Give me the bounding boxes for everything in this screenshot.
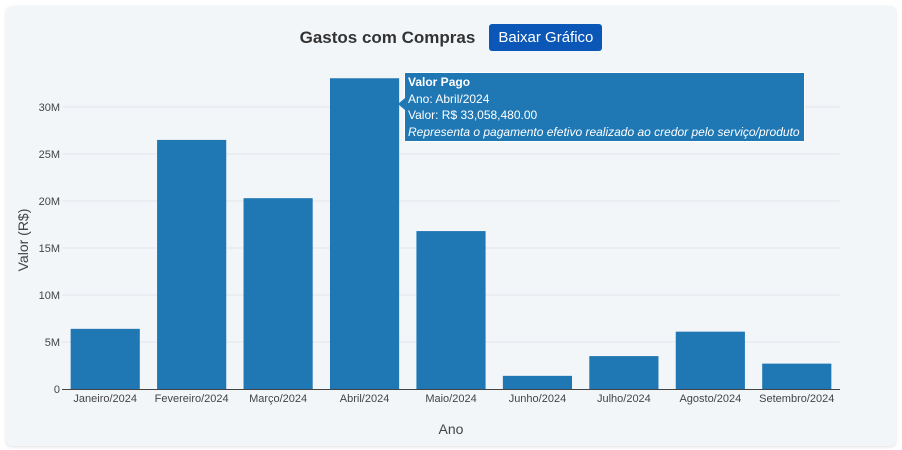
tooltip-year: Ano: Abril/2024	[408, 91, 490, 106]
x-axis-title: Ano	[439, 421, 464, 437]
hover-tooltip: Valor Pago Ano: Abril/2024 Valor: R$ 33,…	[398, 72, 805, 142]
y-tick-label: 10M	[39, 290, 60, 302]
tooltip-value: Valor: R$ 33,058,480.00	[408, 108, 538, 122]
y-tick-label: 5M	[45, 337, 60, 349]
x-tick-label: Maio/2024	[425, 393, 476, 405]
tooltip-description: Representa o pagamento efetivo realizado…	[408, 124, 800, 139]
y-tick-label: 20M	[39, 196, 60, 208]
bar[interactable]	[589, 356, 659, 389]
bar[interactable]	[675, 331, 745, 389]
download-chart-button[interactable]: Baixar Gráfico	[489, 24, 603, 51]
x-tick-label: Março/2024	[249, 393, 307, 405]
bar[interactable]	[329, 78, 400, 389]
tooltip-title: Valor Pago	[408, 75, 471, 89]
bar[interactable]	[416, 231, 486, 389]
x-tick-label: Fevereiro/2024	[155, 393, 229, 405]
y-axis-title: Valor (R$)	[15, 209, 31, 272]
bar[interactable]	[70, 328, 140, 389]
bar[interactable]	[157, 139, 227, 389]
x-tick-label: Julho/2024	[597, 393, 651, 405]
bar[interactable]	[762, 363, 832, 389]
chart-header: Gastos com Compras Baixar Gráfico	[0, 24, 902, 51]
y-tick-label: 15M	[39, 243, 60, 255]
y-tick-label: 25M	[39, 149, 60, 161]
bar[interactable]	[502, 375, 573, 389]
x-tick-label: Setembro/2024	[759, 393, 834, 405]
bar[interactable]	[243, 198, 313, 389]
tooltip-arrow	[398, 98, 405, 110]
y-tick-label: 0	[54, 384, 60, 396]
x-tick-label: Agosto/2024	[679, 393, 741, 405]
x-tick-label: Junho/2024	[509, 393, 567, 405]
x-tick-label: Janeiro/2024	[73, 393, 137, 405]
x-axis-ticks: Janeiro/2024 Fevereiro/2024 Março/2024 Abri…	[73, 393, 834, 405]
y-tick-label: 30M	[39, 102, 60, 114]
bars	[70, 78, 832, 389]
chart-title: Gastos com Compras	[299, 27, 476, 47]
x-tick-label: Abril/2024	[340, 393, 390, 405]
y-axis-ticks: 0 5M 10M 15M 20M 25M 30M	[39, 102, 60, 396]
